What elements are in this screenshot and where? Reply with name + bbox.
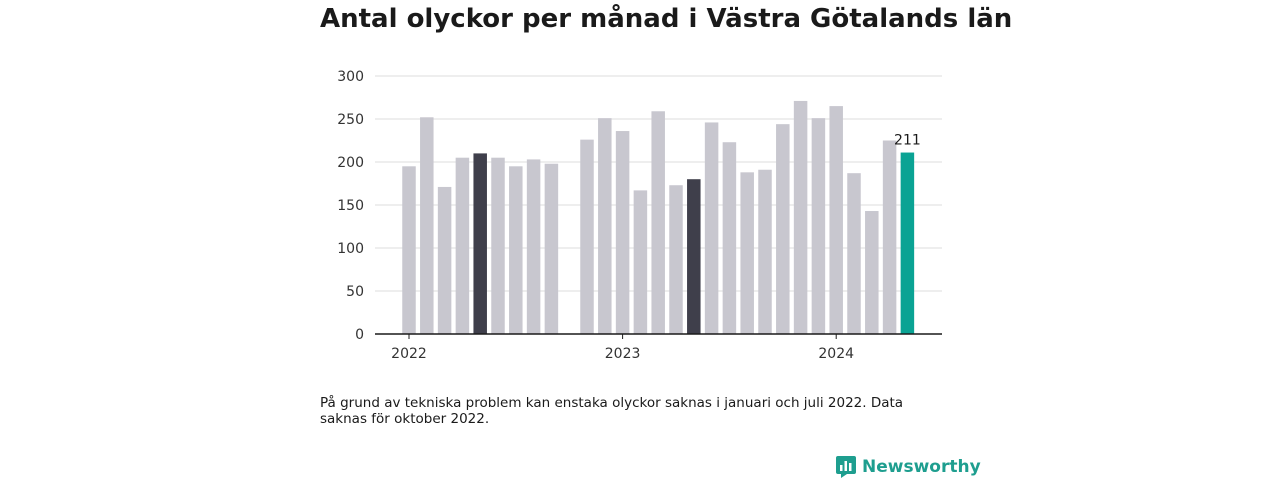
y-tick-label: 250: [337, 112, 364, 128]
bar: [740, 172, 754, 334]
bar: [847, 173, 861, 334]
y-tick-label: 50: [346, 284, 364, 300]
footnote: På grund av tekniska problem kan enstaka…: [320, 395, 904, 427]
brand-name: Newsworthy: [862, 457, 981, 477]
bar: [829, 106, 843, 334]
bar: [420, 117, 434, 334]
y-tick-label: 150: [337, 198, 364, 214]
bar: [402, 166, 416, 334]
bar: [633, 190, 648, 334]
x-tick-label: 2022: [391, 346, 427, 362]
bar: [598, 118, 612, 334]
bar: [722, 142, 737, 334]
x-tick-label: 2024: [818, 346, 854, 362]
bar: [455, 157, 470, 334]
bar: [704, 122, 719, 334]
bar: [509, 166, 523, 334]
newsworthy-logo-icon: [836, 456, 856, 478]
bar: [900, 152, 915, 334]
bar: [882, 140, 897, 334]
y-tick-label: 0: [355, 327, 364, 343]
data-label: 211: [894, 133, 921, 149]
chart-title: Antal olyckor per månad i Västra Götalan…: [320, 4, 1013, 34]
bar: [758, 169, 772, 334]
x-tick-label: 2023: [605, 346, 641, 362]
y-tick-label: 200: [337, 155, 364, 171]
bar: [793, 100, 808, 334]
bar: [776, 124, 790, 334]
bar: [491, 157, 505, 334]
bar: [544, 163, 559, 334]
bar: [473, 153, 487, 334]
bar: [669, 185, 683, 334]
y-tick-label: 100: [337, 241, 364, 257]
bar: [437, 186, 452, 334]
bar: [651, 111, 665, 334]
bar: [865, 211, 879, 334]
bar: [615, 131, 630, 334]
bar: [687, 179, 701, 334]
bar: [580, 139, 594, 334]
bar: [811, 118, 826, 334]
bar: [526, 159, 541, 334]
brand-logo[interactable]: Newsworthy: [836, 456, 981, 478]
y-tick-label: 300: [337, 69, 364, 85]
